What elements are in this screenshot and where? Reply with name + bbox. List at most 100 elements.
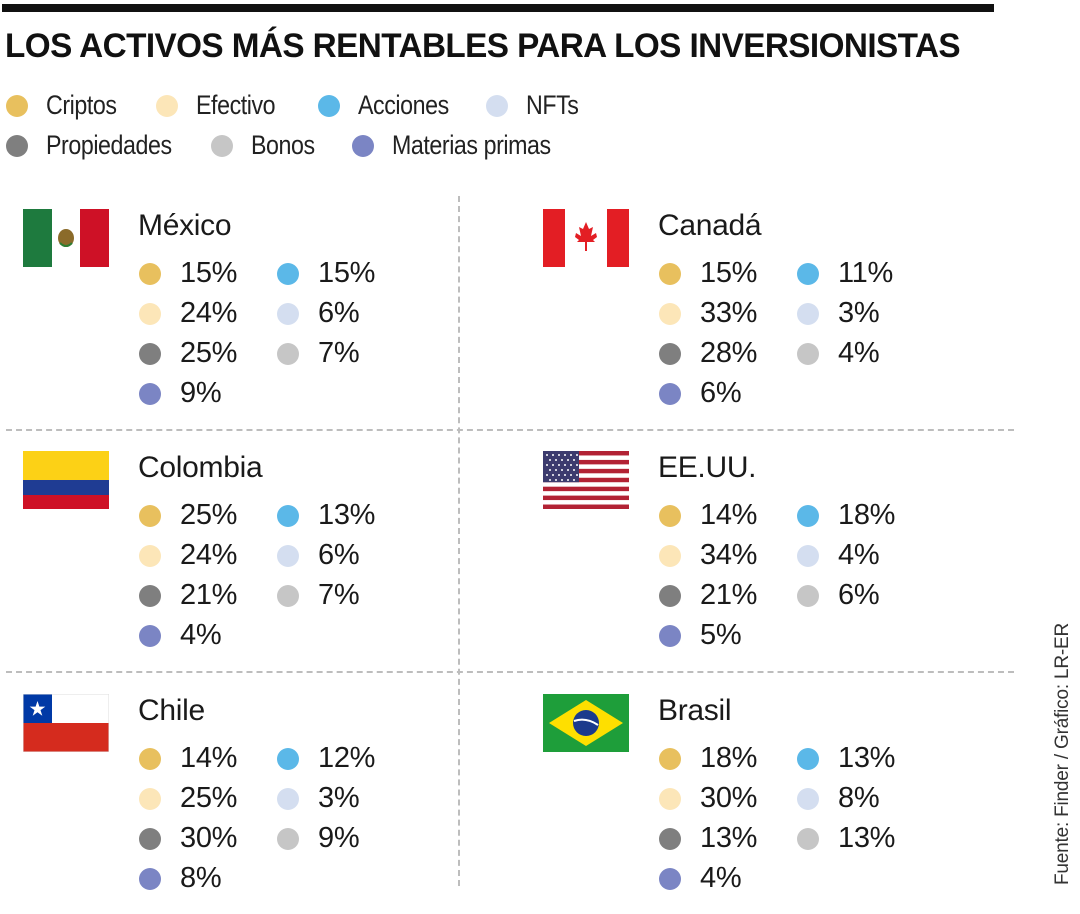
stat-value: 6% xyxy=(318,297,360,329)
materias-primas-dot-icon xyxy=(139,867,161,890)
bonos-dot-icon xyxy=(797,827,819,850)
materias-primas-dot-icon xyxy=(659,867,681,890)
stat-propiedades: 13% xyxy=(659,822,757,855)
stat-nfts: 4% xyxy=(797,539,880,572)
country-name: Chile xyxy=(138,694,205,727)
stat-value: 24% xyxy=(180,297,238,329)
stat-bonos: 7% xyxy=(277,337,360,370)
nfts-dot-icon xyxy=(797,787,819,810)
stat-value: 13% xyxy=(838,822,896,854)
stat-value: 3% xyxy=(318,782,360,814)
legend-item-propiedades: Propiedades xyxy=(6,130,192,161)
stat-value: 13% xyxy=(700,822,758,854)
country-panel-chile: Chile 14% 25% 30% 8% 12% 3% 9% xyxy=(23,694,463,914)
stat-criptos: 15% xyxy=(139,257,237,290)
stat-criptos: 15% xyxy=(659,257,757,290)
stat-materias-primas: 5% xyxy=(659,619,742,652)
stat-materias-primas: 8% xyxy=(139,862,222,895)
stat-value: 25% xyxy=(180,499,238,531)
country-panel-usa: EE.UU. 14% 34% 21% 5% 18% 4% 6% xyxy=(543,451,983,671)
stat-value: 30% xyxy=(700,782,758,814)
stat-bonos: 13% xyxy=(797,822,895,855)
acciones-dot-icon xyxy=(277,262,299,285)
stat-value: 7% xyxy=(318,579,360,611)
stat-value: 15% xyxy=(180,257,238,289)
stat-value: 21% xyxy=(180,579,238,611)
stat-value: 9% xyxy=(180,377,222,409)
stat-value: 13% xyxy=(318,499,376,531)
efectivo-dot-icon xyxy=(659,787,681,810)
materias-primas-dot-icon xyxy=(352,134,374,157)
acciones-dot-icon xyxy=(797,747,819,770)
propiedades-dot-icon xyxy=(659,584,681,607)
stat-materias-primas: 6% xyxy=(659,377,742,410)
legend-label: Propiedades xyxy=(46,130,172,160)
criptos-dot-icon xyxy=(139,747,161,770)
legend-item-efectivo: Efectivo xyxy=(156,90,288,121)
stat-value: 13% xyxy=(838,742,896,774)
stat-value: 8% xyxy=(838,782,880,814)
nfts-dot-icon xyxy=(797,302,819,325)
page-title: LOS ACTIVOS MÁS RENTABLES PARA LOS INVER… xyxy=(5,27,961,65)
stat-propiedades: 30% xyxy=(139,822,237,855)
stat-value: 14% xyxy=(180,742,238,774)
materias-primas-dot-icon xyxy=(659,382,681,405)
nfts-dot-icon xyxy=(797,544,819,567)
stat-value: 28% xyxy=(700,337,758,369)
bonos-dot-icon xyxy=(211,134,233,157)
stat-materias-primas: 4% xyxy=(139,619,222,652)
stat-bonos: 7% xyxy=(277,579,360,612)
stat-value: 11% xyxy=(838,257,893,289)
stat-acciones: 12% xyxy=(277,742,375,775)
stat-value: 34% xyxy=(700,539,758,571)
legend-label: Criptos xyxy=(46,90,117,120)
chile-flag-icon xyxy=(23,694,109,752)
materias-primas-dot-icon xyxy=(139,382,161,405)
stat-propiedades: 28% xyxy=(659,337,757,370)
stat-criptos: 14% xyxy=(659,499,757,532)
efectivo-dot-icon xyxy=(156,94,178,117)
legend-label: Materias primas xyxy=(392,130,551,160)
acciones-dot-icon xyxy=(797,262,819,285)
country-panel-mexico: México 15% 24% 25% 9% 15% 6% 7% xyxy=(23,209,463,429)
stat-value: 15% xyxy=(318,257,376,289)
stat-acciones: 11% xyxy=(797,257,893,290)
stat-bonos: 6% xyxy=(797,579,880,612)
criptos-dot-icon xyxy=(659,747,681,770)
stat-value: 21% xyxy=(700,579,758,611)
stat-value: 4% xyxy=(838,539,880,571)
stat-propiedades: 21% xyxy=(659,579,757,612)
legend-item-nfts: NFTs xyxy=(486,90,587,121)
stat-materias-primas: 4% xyxy=(659,862,742,895)
materias-primas-dot-icon xyxy=(139,624,161,647)
efectivo-dot-icon xyxy=(139,302,161,325)
acciones-dot-icon xyxy=(277,504,299,527)
country-name: Brasil xyxy=(658,694,732,727)
criptos-dot-icon xyxy=(659,504,681,527)
stat-value: 25% xyxy=(180,782,238,814)
acciones-dot-icon xyxy=(277,747,299,770)
nfts-dot-icon xyxy=(277,302,299,325)
stat-value: 15% xyxy=(700,257,758,289)
acciones-dot-icon xyxy=(318,94,340,117)
country-panel-brasil: Brasil 18% 30% 13% 4% 13% 8% 13% xyxy=(543,694,983,914)
stat-value: 14% xyxy=(700,499,758,531)
criptos-dot-icon xyxy=(659,262,681,285)
country-name: México xyxy=(138,209,232,242)
stat-nfts: 3% xyxy=(277,782,360,815)
stat-propiedades: 21% xyxy=(139,579,237,612)
stat-nfts: 3% xyxy=(797,297,880,330)
colombia-flag-icon xyxy=(23,451,109,509)
country-name: Canadá xyxy=(658,209,762,242)
legend-label: Efectivo xyxy=(196,90,276,120)
materias-primas-dot-icon xyxy=(659,624,681,647)
stat-acciones: 13% xyxy=(277,499,375,532)
stat-propiedades: 25% xyxy=(139,337,237,370)
stat-bonos: 4% xyxy=(797,337,880,370)
stat-efectivo: 24% xyxy=(139,539,237,572)
propiedades-dot-icon xyxy=(659,827,681,850)
stat-value: 7% xyxy=(318,337,360,369)
propiedades-dot-icon xyxy=(139,827,161,850)
efectivo-dot-icon xyxy=(659,302,681,325)
efectivo-dot-icon xyxy=(139,544,161,567)
